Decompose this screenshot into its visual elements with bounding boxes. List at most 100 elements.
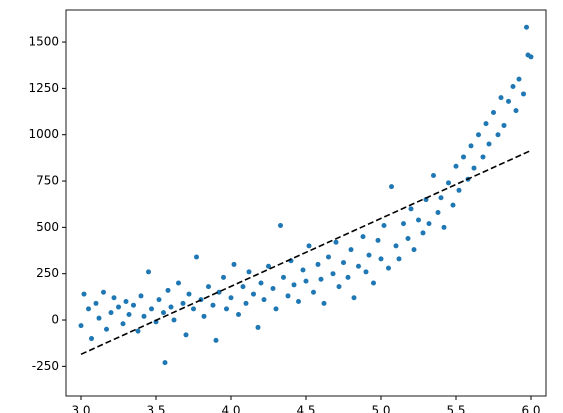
y-tick-label: 0 [51, 313, 59, 327]
y-tick-label: -250 [32, 359, 59, 373]
point [243, 300, 249, 306]
point [506, 98, 511, 104]
point [468, 143, 474, 149]
plot-area [66, 10, 546, 396]
x-tick-label: 3.0 [71, 404, 90, 413]
point [191, 306, 196, 312]
point [86, 306, 91, 312]
point [378, 256, 384, 262]
point [240, 284, 246, 290]
point [311, 289, 316, 295]
point [501, 122, 507, 128]
point [270, 286, 276, 292]
point [513, 108, 519, 114]
point [224, 306, 229, 312]
x-tick-label: 4.5 [296, 404, 315, 413]
point [405, 235, 411, 241]
fit-line [80, 149, 532, 356]
point [321, 300, 327, 306]
point [381, 223, 387, 229]
point [333, 239, 339, 245]
point [278, 223, 283, 229]
point [326, 254, 331, 260]
y-tick-label: 250 [36, 266, 59, 280]
point [510, 84, 516, 90]
point [524, 24, 529, 30]
point [251, 291, 256, 297]
point [401, 221, 406, 227]
point [285, 293, 291, 299]
point [446, 180, 451, 186]
point [371, 280, 376, 286]
point [146, 269, 151, 275]
point [341, 260, 346, 266]
point [296, 298, 301, 304]
y-tick-label: 500 [36, 220, 59, 234]
point [236, 311, 241, 317]
point [356, 263, 361, 269]
point [366, 252, 372, 258]
point [120, 321, 126, 327]
point [111, 295, 117, 301]
point [386, 265, 391, 271]
axes-frame [65, 9, 547, 397]
point [345, 274, 351, 280]
point [131, 302, 136, 308]
point [116, 304, 121, 310]
point [258, 280, 264, 286]
point [135, 328, 141, 334]
point [246, 269, 252, 275]
point [389, 184, 394, 190]
point [453, 163, 459, 169]
point [96, 315, 102, 321]
point [521, 91, 526, 97]
point [78, 323, 84, 329]
point [161, 310, 166, 316]
point [336, 284, 342, 290]
point [461, 154, 466, 160]
point [416, 217, 421, 223]
point [435, 210, 441, 216]
point [471, 165, 477, 171]
point [330, 271, 336, 277]
point [375, 237, 381, 243]
point [210, 302, 216, 308]
point [216, 289, 222, 295]
x-tick-label: 4.0 [221, 404, 240, 413]
point [431, 172, 436, 178]
y-tick-label: 750 [36, 174, 59, 188]
point [528, 54, 534, 60]
point [360, 234, 366, 240]
x-tick-label: 3.5 [146, 404, 165, 413]
point [213, 337, 219, 343]
y-tick-label: 1000 [28, 127, 59, 141]
point [101, 289, 106, 295]
point [291, 282, 297, 288]
point [498, 95, 504, 101]
point [281, 274, 286, 280]
point [480, 154, 486, 160]
point [411, 247, 417, 253]
point [138, 293, 144, 299]
point [495, 132, 501, 138]
point [420, 230, 426, 236]
point [149, 306, 154, 312]
point [438, 195, 444, 201]
point [228, 295, 234, 301]
point [450, 202, 456, 208]
x-tick-label: 6.0 [521, 404, 540, 413]
point [183, 332, 189, 338]
point [348, 247, 354, 253]
point [273, 306, 279, 312]
point [315, 261, 321, 267]
point [221, 274, 226, 280]
point [303, 278, 309, 284]
point [180, 300, 186, 306]
point [231, 261, 237, 267]
point [393, 243, 399, 249]
point [165, 287, 171, 293]
point [123, 298, 129, 304]
point [141, 313, 147, 319]
point [89, 336, 94, 342]
